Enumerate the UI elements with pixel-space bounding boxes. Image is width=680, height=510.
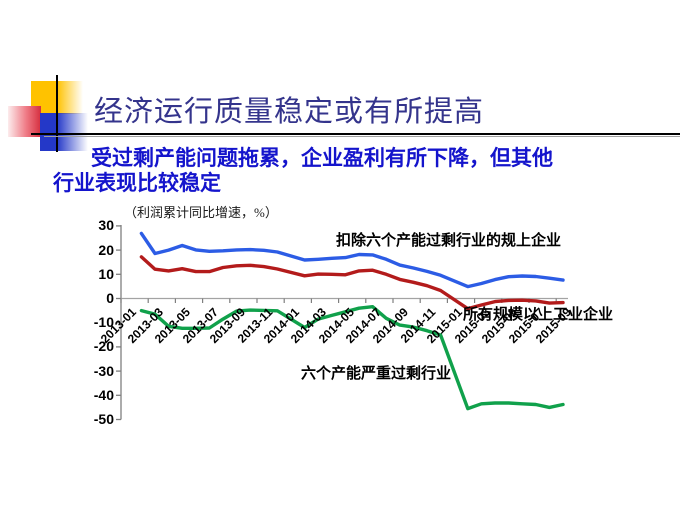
title-rule [31,133,680,135]
y-tick-label: 0 [106,290,114,306]
y-tick-label: -10 [93,314,114,331]
annotation-series-all-industrial: 所有规模以上工业企业 [463,307,614,323]
decoration-blue-square [40,113,88,151]
annotation-series-six-overcapacity: 六个产能严重过剩行业 [301,366,452,382]
y-tick-label: 20 [98,241,114,258]
subtitle-line-2: 行业表现比较稳定 [53,172,221,195]
annotation-series-excl-overcapacity: 扣除六个产能过剩行业的规上企业 [336,233,562,249]
series-line-excl-overcapacity [139,231,565,289]
subtitle-line-1: 受过剩产能问题拖累，企业盈利有所下降，但其他 [91,147,553,170]
y-tick-label: -50 [93,411,114,427]
series-line-six-overcapacity [139,305,565,411]
y-tick-label: -20 [93,338,114,355]
slide-subtitle: 受过剩产能问题拖累，企业盈利有所下降，但其他 行业表现比较稳定 [53,146,663,196]
y-tick-label: 30 [98,217,114,234]
y-axis-caption: （利润累计同比增速，%） [124,205,278,220]
series-line-all-industrial [139,255,565,311]
y-tick-label: -40 [93,386,114,403]
decoration-pink-square [8,106,41,137]
decoration-vertical-line [56,75,58,152]
title-rule-shadow [44,136,680,137]
y-tick-label: -30 [93,362,114,379]
y-tick-label: 10 [98,265,114,282]
slide-title: 经济运行质量稳定或有所提高 [94,96,485,128]
